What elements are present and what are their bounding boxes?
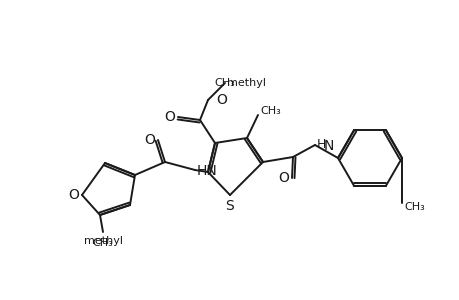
Text: O: O [68, 188, 79, 202]
Text: methyl: methyl [84, 236, 123, 246]
Text: CH₃: CH₃ [92, 238, 113, 248]
Text: CH₃: CH₃ [214, 78, 235, 88]
Text: O: O [216, 93, 226, 107]
Text: CH₃: CH₃ [403, 202, 424, 212]
Text: O: O [278, 171, 289, 185]
Text: methyl: methyl [226, 78, 265, 88]
Text: CH₃: CH₃ [259, 106, 280, 116]
Text: O: O [144, 133, 155, 147]
Text: H: H [316, 137, 326, 151]
Text: N: N [323, 139, 334, 153]
Text: S: S [225, 199, 234, 213]
Text: O: O [164, 110, 175, 124]
Text: HN: HN [196, 164, 217, 178]
